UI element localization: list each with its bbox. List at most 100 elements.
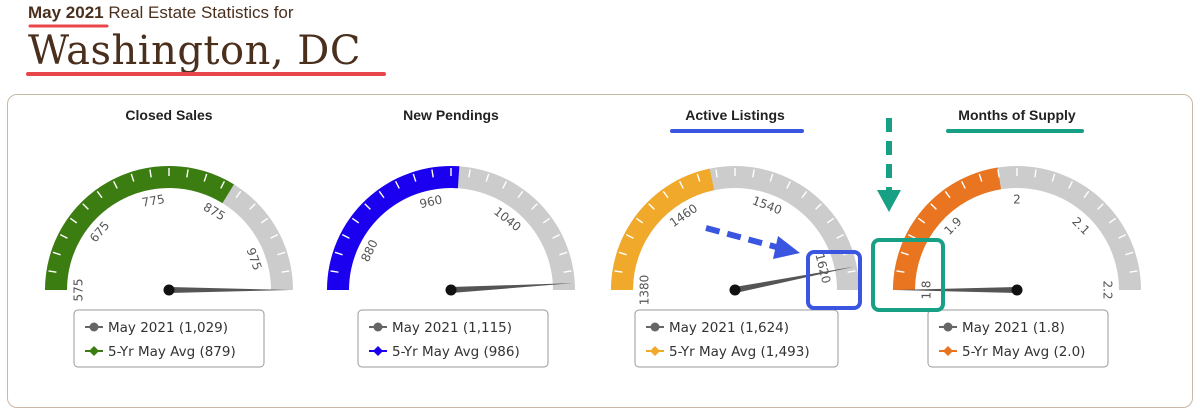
gauge-tick [1129,270,1138,273]
gauge-legend: May 2021 (1,029) 5-Yr May Avg (879) [73,309,265,368]
gauge-tick [542,217,551,224]
gauge-needle [734,266,855,293]
legend-diamond-marker [650,346,660,356]
gauge-tick [502,180,508,189]
gauge-tick [900,251,909,256]
legend-circle-marker [89,322,99,332]
gauge-tick [847,270,856,273]
gauge-tick-label: 975 [244,246,265,272]
page-header: May 2021 Real Estate Statistics for Wash… [0,0,1200,92]
gauge-tick [1083,190,1090,199]
gauge-needle-pivot [729,284,741,296]
legend-box [634,309,839,368]
gauge-tick [203,173,208,182]
legend-box [357,309,549,368]
legend-box [927,309,1109,368]
gauge-tick [517,190,524,199]
gauge-tick [69,217,78,224]
gauge-tick [260,217,269,224]
gauge-needle-pivot [445,284,457,296]
gauge-tick [130,173,135,182]
gauge-legend: May 2021 (1.8) 5-Yr May Avg (2.0) [927,309,1109,368]
gauge-tick [997,169,1000,178]
gauge-tick [1118,233,1127,239]
gauge-tick [960,180,966,189]
page-title: Washington, DC [28,28,361,74]
gauge-needle-pivot [1011,284,1023,296]
gauge-tick [277,251,286,256]
legend-diamond-marker [373,346,383,356]
gauge-tick [618,251,627,256]
gauge-needle [895,287,1017,293]
gauge-tick [431,169,434,178]
gauge-tick [786,180,792,189]
gauge-title: Active Listings [685,107,785,123]
months-supply-highlight-box [871,238,945,312]
legend-item-text: May 2021 (1,115) [392,320,512,336]
subtitle-text: Real Estate Statistics for [108,3,294,22]
legend-item-text: 5-Yr May Avg (2.0) [962,344,1085,360]
page-subtitle: May 2021 Real Estate Statistics for [28,3,294,23]
gauge-tick [341,233,350,239]
gauge-tick [1097,203,1104,210]
gauge-tick [552,233,561,239]
gauge-tick [412,173,417,182]
gauge-tick [52,251,61,256]
gauge-legend: May 2021 (1,624) 5-Yr May Avg (1,493) [634,309,839,368]
active-listings-highlight-box [806,250,862,310]
legend-diamond-marker [943,346,953,356]
gauge-tick [907,233,916,239]
gauge-tick-label: 960 [418,192,443,211]
gauge-tick [1068,180,1074,189]
gauge-tick [635,217,644,224]
gauge-tick [917,217,926,224]
gauge-tick [625,233,634,239]
gauge-tick [220,180,226,189]
gauge-tick [1034,169,1037,178]
gauge-tick-label: 575 [72,279,86,302]
gauge-tick [896,270,905,273]
gauge-tick [249,203,256,210]
gauge-tick [930,203,937,210]
blue-dashed-arrow-shaft [705,225,781,251]
gauge-tick [485,173,490,182]
gauge-tick [82,203,89,210]
legend-diamond-marker [89,346,99,356]
legend-item-text: 5-Yr May Avg (1,493) [669,344,810,360]
gauge-tick [1051,173,1056,182]
gauge-band [327,166,460,290]
gauge-needle-pivot [163,284,175,296]
gauge-tick [696,173,701,182]
gauge-tick [394,180,400,189]
gauge-tick [563,270,572,273]
green-arrow-head [877,190,901,212]
gauge-band [611,168,715,290]
gauge-tick [826,217,835,224]
gauge-tick [270,233,279,239]
gauge-tick [468,169,471,178]
legend-item-text: May 2021 (1,029) [108,320,228,336]
gauge-tick [531,203,538,210]
gauge-tick [149,169,152,178]
gauge-tick [235,190,242,199]
gauge-tick [351,217,360,224]
gauge-tick [801,190,808,199]
gauge-needle [169,287,291,293]
gauge-tick [769,173,774,182]
gauge-tick [978,173,983,182]
gauge-tick-label: 880 [358,237,381,264]
gauge-tick-label: 2 [1013,193,1021,207]
gauge-tick [1108,217,1117,224]
legend-item-text: 5-Yr May Avg (879) [108,344,236,360]
gauge-tick [1125,251,1134,256]
gauge-tick [186,169,189,178]
gauge-tick [48,270,57,273]
gauge-tick [944,190,951,199]
legend-item-text: May 2021 (1,624) [669,320,789,336]
legend-item-text: 5-Yr May Avg (986) [392,344,520,360]
blue-arrow-head [773,236,800,259]
